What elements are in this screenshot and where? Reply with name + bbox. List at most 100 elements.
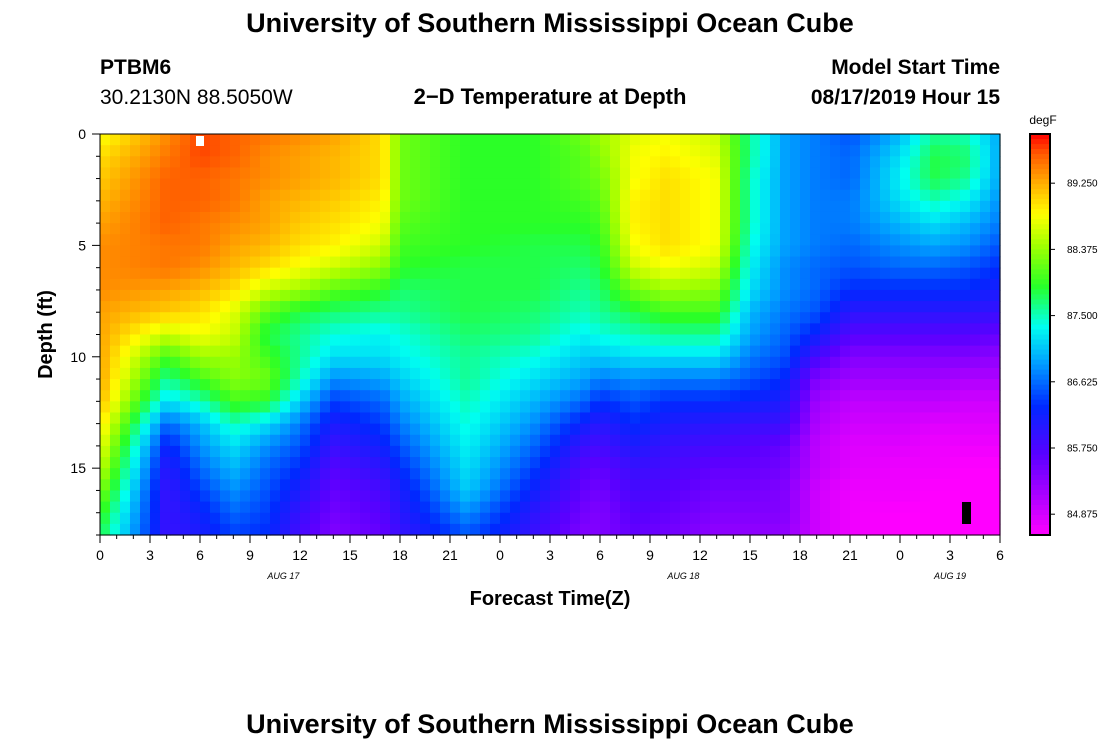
heatmap-cell	[380, 278, 391, 291]
heatmap-cell	[460, 501, 471, 514]
heatmap-cell	[650, 267, 661, 280]
heatmap-cell	[910, 434, 921, 447]
heatmap-cell	[180, 523, 191, 536]
heatmap-cell	[890, 523, 901, 536]
heatmap-cell	[820, 379, 831, 391]
heatmap-cell	[130, 445, 141, 458]
heatmap-cell	[450, 301, 461, 313]
heatmap-cell	[110, 234, 121, 246]
heatmap-cell	[840, 401, 851, 414]
heatmap-cell	[700, 457, 711, 469]
heatmap-cell	[930, 423, 941, 436]
heatmap-cell	[240, 245, 251, 258]
heatmap-cell	[520, 401, 531, 414]
heatmap-cell	[650, 445, 661, 458]
heatmap-cell	[280, 356, 291, 369]
x-tick-label: 9	[246, 547, 254, 563]
heatmap-cell	[720, 223, 731, 235]
heatmap-cell	[740, 289, 751, 302]
heatmap-cell	[280, 501, 291, 514]
heatmap-cell	[320, 345, 331, 358]
heatmap-cell	[510, 323, 521, 336]
heatmap-cell	[800, 245, 811, 258]
heatmap-cell	[690, 379, 701, 391]
heatmap-cell	[890, 223, 901, 235]
heatmap-cell	[980, 356, 991, 369]
heatmap-cell	[620, 356, 631, 369]
heatmap-cell	[640, 401, 651, 414]
heatmap-cell	[300, 512, 311, 525]
heatmap-cell	[320, 289, 331, 302]
heatmap-cell	[360, 423, 371, 436]
heatmap-cell	[470, 134, 481, 146]
heatmap-cell	[980, 434, 991, 447]
heatmap-cell	[500, 345, 511, 358]
heatmap-cell	[650, 278, 661, 291]
heatmap-cell	[990, 289, 1001, 302]
heatmap-cell	[650, 223, 661, 235]
heatmap-cell	[370, 278, 381, 291]
heatmap-cell	[710, 490, 721, 503]
heatmap-cell	[510, 390, 521, 402]
heatmap-cell	[810, 445, 821, 458]
heatmap-cell	[830, 156, 841, 169]
heatmap-cell	[230, 200, 241, 213]
heatmap-cell	[900, 278, 911, 291]
heatmap-cell	[540, 479, 551, 492]
heatmap-cell	[970, 523, 981, 536]
heatmap-cell	[360, 356, 371, 369]
heatmap-cell	[590, 501, 601, 514]
heatmap-cell	[430, 178, 441, 191]
heatmap-cell	[440, 245, 451, 258]
heatmap-cell	[720, 423, 731, 436]
heatmap-cell	[290, 145, 301, 157]
heatmap-cell	[830, 211, 841, 224]
heatmap-cell	[760, 211, 771, 224]
heatmap-cell	[710, 223, 721, 235]
heatmap-cell	[640, 301, 651, 313]
heatmap-cell	[510, 412, 521, 425]
heatmap-cell	[670, 267, 681, 280]
heatmap-cell	[400, 134, 411, 146]
heatmap-cell	[140, 334, 151, 347]
heatmap-cell	[310, 501, 321, 514]
heatmap-cell	[360, 312, 371, 324]
heatmap-cell	[600, 245, 611, 258]
heatmap-cell	[150, 479, 161, 492]
heatmap-cell	[670, 289, 681, 302]
heatmap-cell	[320, 178, 331, 191]
heatmap-cell	[550, 211, 561, 224]
heatmap-cell	[120, 134, 131, 146]
heatmap-cell	[220, 434, 231, 447]
heatmap-cell	[870, 267, 881, 280]
heatmap-cell	[750, 390, 761, 402]
colorbar-step	[1030, 474, 1050, 481]
heatmap-cell	[390, 189, 401, 202]
heatmap-cell	[490, 223, 501, 235]
heatmap-cell	[100, 445, 111, 458]
heatmap-cell	[620, 523, 631, 536]
heatmap-cell	[680, 312, 691, 324]
heatmap-cell	[980, 278, 991, 291]
heatmap-cell	[970, 468, 981, 480]
heatmap-cell	[850, 401, 861, 414]
heatmap-cell	[850, 345, 861, 358]
heatmap-cell	[960, 323, 971, 336]
heatmap-cell	[110, 256, 121, 269]
heatmap-cell	[590, 468, 601, 480]
heatmap-cell	[110, 445, 121, 458]
heatmap-cell	[810, 234, 821, 246]
heatmap-cell	[950, 134, 961, 146]
footer-title: University of Southern Mississippi Ocean…	[246, 709, 854, 739]
heatmap-cell	[610, 445, 621, 458]
heatmap-cell	[110, 390, 121, 402]
heatmap-cell	[470, 156, 481, 169]
heatmap-cell	[280, 156, 291, 169]
heatmap-cell	[850, 379, 861, 391]
heatmap-cell	[510, 345, 521, 358]
heatmap-cell	[700, 167, 711, 180]
heatmap-cell	[160, 189, 171, 202]
heatmap-cell	[250, 234, 261, 246]
heatmap-cell	[170, 367, 181, 380]
heatmap-cell	[580, 278, 591, 291]
